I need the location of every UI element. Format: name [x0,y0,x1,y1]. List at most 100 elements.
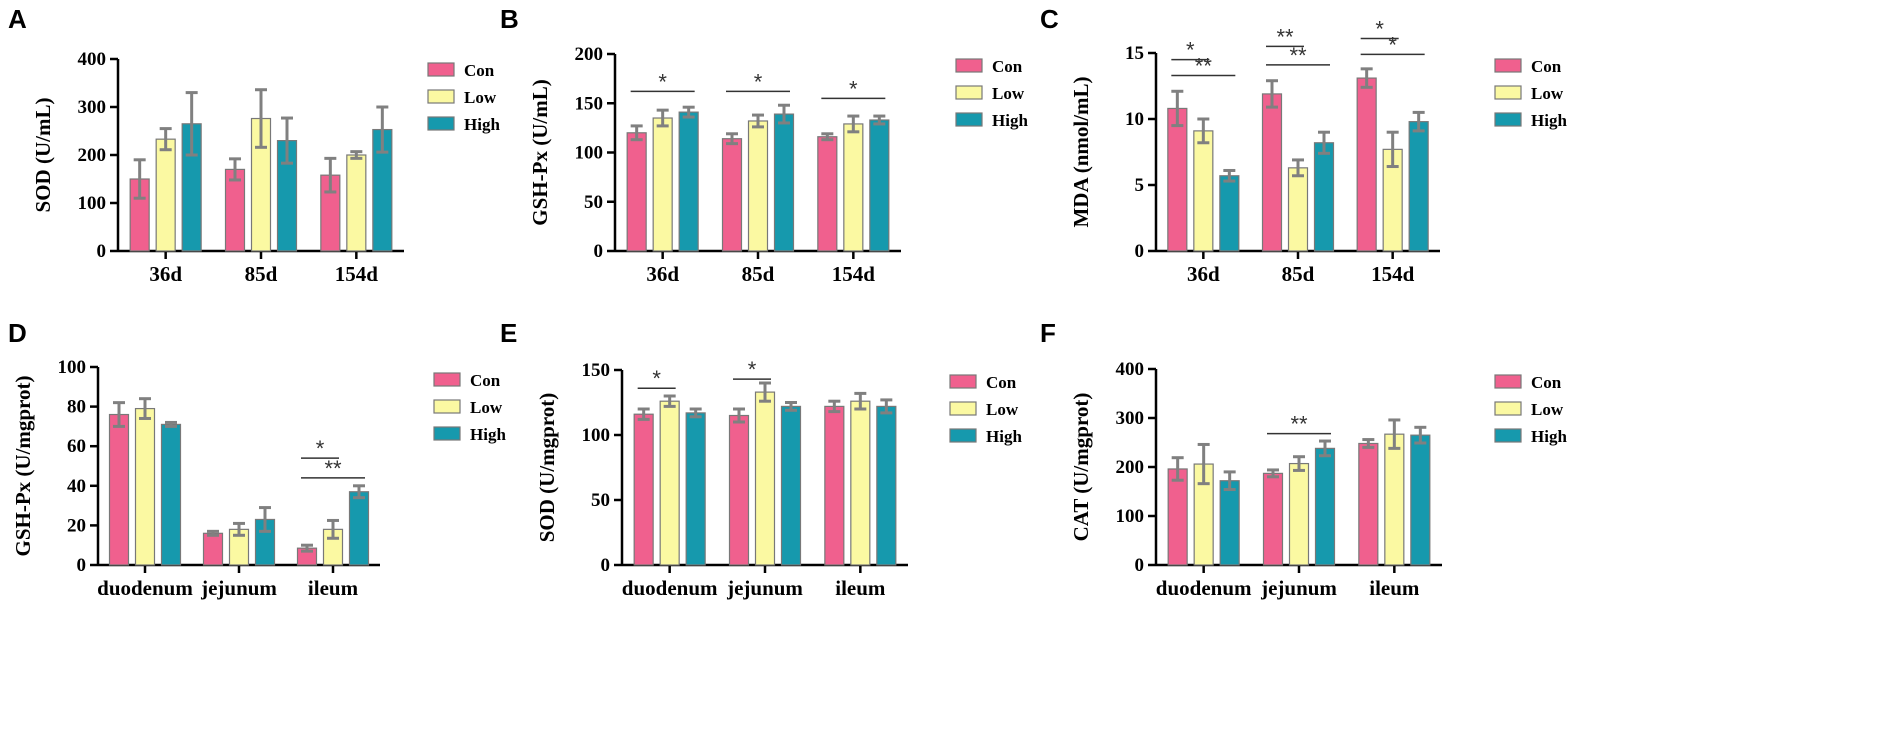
legend-swatch-high [949,428,977,443]
legend-label-con: Con [1531,373,1562,392]
panel-letter: F [1040,318,1056,348]
legend-swatch-high [955,112,983,127]
y-axis-title: MDA (nmol/mL) [1069,76,1093,227]
bar-low [1287,167,1309,252]
bar-low [747,120,769,252]
y-tick-label: 50 [591,490,610,511]
legend-swatch-high [1494,112,1522,127]
chart-panel-b: B 0 50 100 150 200 GSH-Px (U/mL) 36d 85d 154d * * * C… [500,4,1028,286]
legend-label-con: Con [464,61,495,80]
x-tick-label: duodenum [1156,576,1252,600]
x-tick-label: 36d [149,262,182,286]
chart-panel-d: D 0 20 40 60 80 100 GSH-Px (U/mgprot) duodenum je… [8,318,506,600]
y-tick-label: 200 [78,145,107,166]
bar-con [108,413,130,566]
bar-high [869,119,890,252]
y-tick-label: 0 [77,555,87,576]
panel-letter: D [8,318,27,348]
legend-label-high: High [986,427,1022,446]
bar-high [773,113,795,252]
legend-label-low: Low [1531,400,1564,419]
legend-label-high: High [470,425,506,444]
bar-high [876,405,897,566]
bar-con [728,414,750,566]
legend-swatch-low [949,401,977,416]
bar-con [1167,468,1188,566]
x-tick-label: jejunum [726,576,803,600]
bar-con [721,138,743,252]
y-tick-label: 5 [1135,175,1145,196]
bar-low [1193,130,1214,252]
y-tick-label: 200 [1116,457,1145,478]
bar-low [843,123,864,252]
x-tick-label: ileum [1369,576,1420,600]
legend-swatch-con [1494,58,1522,73]
bar-high [1219,480,1240,566]
bar-con [1167,107,1188,252]
bar-high [1410,434,1431,566]
significance-marker: * [316,436,325,461]
legend-swatch-low [955,85,983,100]
bar-low [754,391,776,566]
significance-marker: ** [1195,53,1213,78]
x-tick-label: jejunum [200,576,277,600]
bar-high [1219,175,1240,252]
bar-low [1288,462,1310,566]
x-tick-label: duodenum [97,576,193,600]
chart-panel-a: A 0 100 200 300 400 SOD (U/mL) 36d 85d 154d Con Low… [8,4,500,286]
legend-label-con: Con [992,57,1023,76]
legend-label-con: Con [986,373,1017,392]
legend-swatch-con [949,374,977,389]
y-tick-label: 60 [67,436,86,457]
legend-swatch-low [433,399,461,414]
bar-low [652,117,673,252]
panel-letter: E [500,318,517,348]
bar-high [348,491,370,566]
y-tick-label: 100 [575,143,604,164]
bar-con [626,132,647,252]
legend-swatch-low [1494,85,1522,100]
y-tick-label: 100 [58,357,87,378]
legend-swatch-low [427,89,455,104]
y-tick-label: 150 [582,360,611,381]
legend-swatch-con [955,58,983,73]
bar-con [1356,77,1377,252]
y-tick-label: 100 [1116,506,1145,527]
y-tick-label: 300 [1116,408,1145,429]
significance-marker: * [748,357,757,382]
x-tick-label: 154d [1371,262,1415,286]
y-tick-label: 400 [78,49,107,70]
bar-con [817,136,838,252]
bar-high [1314,447,1336,566]
x-tick-label: 85d [1282,262,1315,286]
x-tick-label: 85d [245,262,278,286]
bar-high [780,405,802,566]
x-tick-label: 85d [742,262,775,286]
significance-marker: * [754,69,763,94]
y-axis-title: SOD (U/mL) [31,98,55,213]
bar-high [1408,121,1429,252]
significance-marker: ** [324,456,342,481]
x-tick-label: jejunum [1260,576,1337,600]
chart-panel-f: F 0 100 200 300 400 CAT (U/mgprot) duodenum jeju… [1040,318,1567,600]
y-axis-title: SOD (U/mgprot) [535,393,559,543]
significance-marker: * [849,76,858,101]
bar-con [824,405,845,566]
panel-letter: A [8,4,27,34]
y-tick-label: 0 [594,241,604,262]
y-axis-title: GSH-Px (U/mL) [528,79,552,225]
significance-marker: * [652,366,661,391]
significance-marker: ** [1276,24,1294,49]
legend-label-con: Con [470,371,501,390]
bar-low [850,400,871,566]
legend-label-low: Low [986,400,1019,419]
significance-marker: * [1375,16,1384,41]
legend-swatch-high [1494,428,1522,443]
bar-con [202,532,224,566]
x-tick-label: duodenum [622,576,718,600]
y-tick-label: 15 [1125,43,1144,64]
y-tick-label: 0 [97,241,107,262]
y-tick-label: 100 [78,193,107,214]
legend-label-low: Low [992,84,1025,103]
